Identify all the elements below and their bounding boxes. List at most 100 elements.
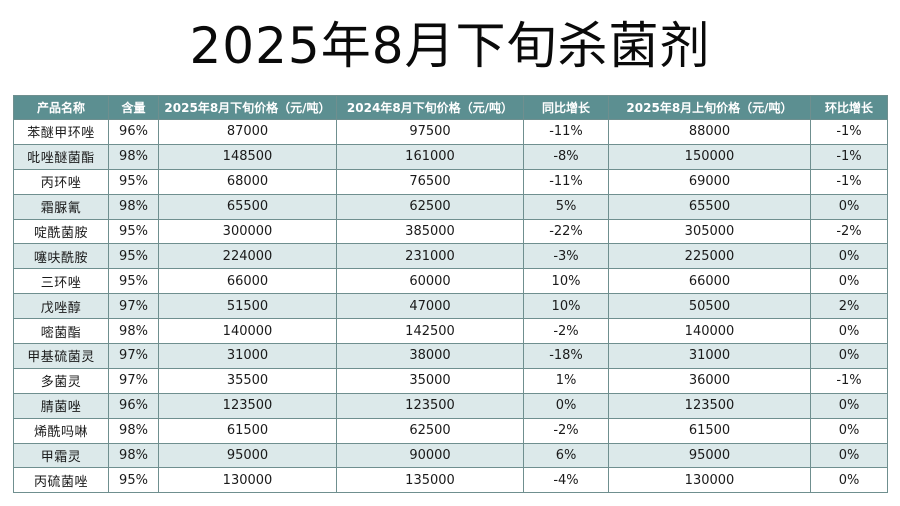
yoy-growth-cell: -11% — [523, 119, 609, 145]
price-2025-early-aug-cell: 36000 — [608, 367, 811, 394]
price-2025-late-aug-cell: 66000 — [158, 268, 337, 295]
mom-growth-cell: -1% — [810, 367, 888, 394]
mom-growth-cell: 0% — [810, 243, 888, 270]
price-2025-late-aug-cell: 87000 — [158, 119, 337, 145]
header-yoy-growth: 同比增长 — [523, 95, 609, 120]
content-cell: 96% — [108, 119, 159, 145]
yoy-growth-cell: -4% — [523, 467, 609, 494]
table-row: 腈菌唑 96% 123500 123500 0% 123500 0% — [13, 392, 888, 419]
product-name-cell: 多菌灵 — [13, 367, 109, 394]
yoy-growth-cell: -2% — [523, 318, 609, 345]
table-row: 甲基硫菌灵 97% 31000 38000 -18% 31000 0% — [13, 343, 888, 369]
header-mom-growth: 环比增长 — [810, 95, 888, 120]
yoy-growth-cell: -22% — [523, 218, 609, 245]
price-2025-late-aug-cell: 123500 — [158, 392, 337, 419]
yoy-growth-cell: 0% — [523, 392, 609, 419]
content-cell: 98% — [108, 318, 159, 345]
header-price-2025-late-aug: 2025年8月下旬价格（元/吨） — [158, 95, 337, 120]
header-price-2024-late-aug: 2024年8月下旬价格（元/吨） — [336, 95, 524, 120]
price-2025-late-aug-cell: 35500 — [158, 367, 337, 394]
product-name-cell: 三环唑 — [13, 268, 109, 295]
product-name-cell: 霜脲氰 — [13, 193, 109, 220]
price-2025-late-aug-cell: 140000 — [158, 318, 337, 345]
mom-growth-cell: 0% — [810, 193, 888, 220]
content-cell: 95% — [108, 168, 159, 195]
table-row: 丙硫菌唑 95% 130000 135000 -4% 130000 0% — [13, 467, 888, 494]
price-2024-late-aug-cell: 385000 — [336, 218, 524, 245]
price-2025-early-aug-cell: 61500 — [608, 417, 811, 444]
price-2025-early-aug-cell: 66000 — [608, 268, 811, 295]
product-name-cell: 啶酰菌胺 — [13, 218, 109, 245]
yoy-growth-cell: -3% — [523, 243, 609, 270]
content-cell: 97% — [108, 293, 159, 320]
content-cell: 98% — [108, 143, 159, 170]
price-2024-late-aug-cell: 62500 — [336, 193, 524, 220]
content-cell: 98% — [108, 193, 159, 220]
price-2025-late-aug-cell: 130000 — [158, 467, 337, 494]
product-name-cell: 苯醚甲环唑 — [13, 119, 109, 145]
table-row: 烯酰吗啉 98% 61500 62500 -2% 61500 0% — [13, 417, 888, 444]
mom-growth-cell: -1% — [810, 143, 888, 170]
mom-growth-cell: 0% — [810, 467, 888, 494]
table-row: 噻呋酰胺 95% 224000 231000 -3% 225000 0% — [13, 243, 888, 270]
price-2025-early-aug-cell: 88000 — [608, 119, 811, 145]
price-2024-late-aug-cell: 161000 — [336, 143, 524, 170]
price-2025-early-aug-cell: 69000 — [608, 168, 811, 195]
price-2025-late-aug-cell: 224000 — [158, 243, 337, 270]
mom-growth-cell: 2% — [810, 293, 888, 320]
price-2025-early-aug-cell: 140000 — [608, 318, 811, 345]
table-row: 甲霜灵 98% 95000 90000 6% 95000 0% — [13, 442, 888, 469]
mom-growth-cell: 0% — [810, 417, 888, 444]
content-cell: 98% — [108, 442, 159, 469]
price-2025-late-aug-cell: 300000 — [158, 218, 337, 245]
yoy-growth-cell: 1% — [523, 367, 609, 394]
price-2025-early-aug-cell: 305000 — [608, 218, 811, 245]
page-title: 2025年8月下旬杀菌剂 — [189, 17, 711, 75]
content-cell: 96% — [108, 392, 159, 419]
table-row: 多菌灵 97% 35500 35000 1% 36000 -1% — [13, 367, 888, 394]
price-2024-late-aug-cell: 142500 — [336, 318, 524, 345]
yoy-growth-cell: 6% — [523, 442, 609, 469]
yoy-growth-cell: -18% — [523, 343, 609, 369]
table-row: 啶酰菌胺 95% 300000 385000 -22% 305000 -2% — [13, 218, 888, 245]
table-row: 苯醚甲环唑 96% 87000 97500 -11% 88000 -1% — [13, 119, 888, 145]
content-cell: 97% — [108, 367, 159, 394]
price-2025-late-aug-cell: 148500 — [158, 143, 337, 170]
price-2024-late-aug-cell: 47000 — [336, 293, 524, 320]
price-2024-late-aug-cell: 123500 — [336, 392, 524, 419]
product-name-cell: 甲基硫菌灵 — [13, 343, 109, 369]
table-row: 丙环唑 95% 68000 76500 -11% 69000 -1% — [13, 168, 888, 195]
header-content: 含量 — [108, 95, 159, 120]
price-2025-late-aug-cell: 68000 — [158, 168, 337, 195]
table-row: 霜脲氰 98% 65500 62500 5% 65500 0% — [13, 193, 888, 220]
price-2025-early-aug-cell: 225000 — [608, 243, 811, 270]
content-cell: 95% — [108, 268, 159, 295]
price-2024-late-aug-cell: 135000 — [336, 467, 524, 494]
content-cell: 97% — [108, 343, 159, 369]
price-2024-late-aug-cell: 90000 — [336, 442, 524, 469]
price-2024-late-aug-cell: 62500 — [336, 417, 524, 444]
yoy-growth-cell: 5% — [523, 193, 609, 220]
header-price-2025-early-aug: 2025年8月上旬价格（元/吨） — [608, 95, 811, 120]
product-name-cell: 戊唑醇 — [13, 293, 109, 320]
price-2025-early-aug-cell: 130000 — [608, 467, 811, 494]
mom-growth-cell: -1% — [810, 168, 888, 195]
content-cell: 98% — [108, 417, 159, 444]
price-2025-late-aug-cell: 51500 — [158, 293, 337, 320]
mom-growth-cell: -1% — [810, 119, 888, 145]
mom-growth-cell: 0% — [810, 268, 888, 295]
price-2024-late-aug-cell: 231000 — [336, 243, 524, 270]
product-name-cell: 丙硫菌唑 — [13, 467, 109, 494]
yoy-growth-cell: -11% — [523, 168, 609, 195]
table-row: 戊唑醇 97% 51500 47000 10% 50500 2% — [13, 293, 888, 320]
table-row: 三环唑 95% 66000 60000 10% 66000 0% — [13, 268, 888, 295]
table-header-row: 产品名称 含量 2025年8月下旬价格（元/吨） 2024年8月下旬价格（元/吨… — [13, 95, 888, 120]
mom-growth-cell: 0% — [810, 343, 888, 369]
price-2025-early-aug-cell: 65500 — [608, 193, 811, 220]
mom-growth-cell: 0% — [810, 392, 888, 419]
price-2025-early-aug-cell: 123500 — [608, 392, 811, 419]
price-2025-late-aug-cell: 95000 — [158, 442, 337, 469]
price-2024-late-aug-cell: 76500 — [336, 168, 524, 195]
header-product-name: 产品名称 — [13, 95, 109, 120]
mom-growth-cell: -2% — [810, 218, 888, 245]
